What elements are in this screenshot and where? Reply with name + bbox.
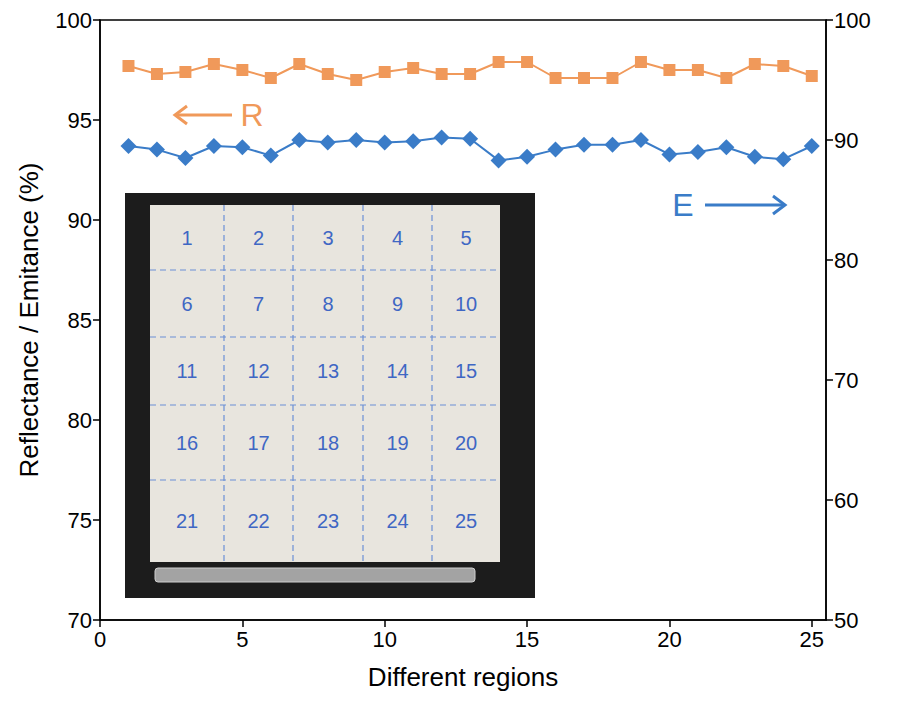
svg-text:24: 24 <box>386 510 408 532</box>
svg-text:10: 10 <box>372 627 396 652</box>
svg-text:18: 18 <box>317 432 339 454</box>
svg-text:2: 2 <box>253 227 264 249</box>
svg-text:6: 6 <box>181 293 192 315</box>
svg-text:75: 75 <box>68 508 92 533</box>
svg-text:85: 85 <box>68 308 92 333</box>
svg-text:5: 5 <box>236 627 248 652</box>
svg-text:8: 8 <box>322 293 333 315</box>
svg-text:0: 0 <box>94 627 106 652</box>
svg-text:70: 70 <box>68 608 92 633</box>
svg-text:15: 15 <box>455 360 477 382</box>
svg-text:25: 25 <box>800 627 824 652</box>
svg-text:R: R <box>240 97 263 133</box>
svg-text:80: 80 <box>834 248 858 273</box>
svg-text:17: 17 <box>247 432 269 454</box>
svg-text:25: 25 <box>455 510 477 532</box>
svg-text:11: 11 <box>177 360 198 382</box>
svg-text:Different regions: Different regions <box>368 662 558 692</box>
svg-text:20: 20 <box>657 627 681 652</box>
svg-text:1: 1 <box>181 227 192 249</box>
svg-text:7: 7 <box>253 293 264 315</box>
svg-text:Reflectance / Emitance (%): Reflectance / Emitance (%) <box>14 162 44 477</box>
svg-text:12: 12 <box>247 360 269 382</box>
svg-text:21: 21 <box>176 510 198 532</box>
svg-text:16: 16 <box>176 432 198 454</box>
svg-text:3: 3 <box>322 227 333 249</box>
svg-text:5: 5 <box>460 227 471 249</box>
svg-text:10: 10 <box>455 293 477 315</box>
svg-text:13: 13 <box>317 360 339 382</box>
svg-text:90: 90 <box>68 208 92 233</box>
svg-text:14: 14 <box>386 360 408 382</box>
svg-text:100: 100 <box>55 8 92 33</box>
svg-text:80: 80 <box>68 408 92 433</box>
svg-text:4: 4 <box>392 227 403 249</box>
svg-text:22: 22 <box>247 510 269 532</box>
svg-text:E: E <box>672 187 693 223</box>
svg-text:20: 20 <box>455 432 477 454</box>
svg-text:23: 23 <box>317 510 339 532</box>
svg-text:70: 70 <box>834 368 858 393</box>
svg-text:95: 95 <box>68 108 92 133</box>
svg-text:9: 9 <box>392 293 403 315</box>
svg-text:100: 100 <box>834 8 871 33</box>
svg-text:60: 60 <box>834 488 858 513</box>
svg-text:90: 90 <box>834 128 858 153</box>
svg-text:50: 50 <box>834 608 858 633</box>
svg-text:15: 15 <box>515 627 539 652</box>
svg-text:19: 19 <box>386 432 408 454</box>
